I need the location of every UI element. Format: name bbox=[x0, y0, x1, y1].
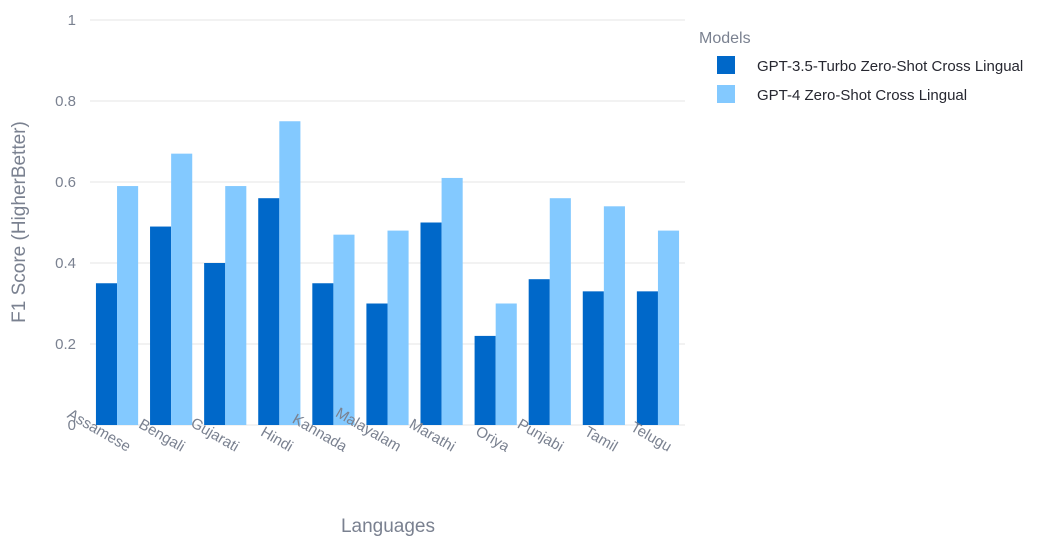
x-tick-label: Tamil bbox=[582, 423, 621, 455]
bar-series-1-tamil bbox=[603, 206, 625, 425]
bar-series-1-bengali bbox=[171, 153, 193, 425]
bar-series-0-kannada bbox=[312, 283, 334, 425]
bar-series-0-oriya bbox=[474, 335, 496, 425]
y-axis-title: F1 Score (HigherBetter) bbox=[9, 121, 30, 323]
bar-series-0-malayalam bbox=[366, 303, 388, 425]
bars bbox=[95, 121, 680, 425]
bar-series-1-assamese bbox=[117, 186, 139, 425]
y-tick-label: 0 bbox=[68, 417, 76, 434]
bar-series-1-hindi bbox=[279, 121, 301, 425]
y-axis-ticks: 0 0.2 0.4 0.6 0.8 1 bbox=[55, 12, 76, 434]
bar-series-0-telugu bbox=[636, 291, 658, 425]
bar-series-1-kannada bbox=[333, 234, 355, 425]
bar-series-1-telugu bbox=[657, 230, 680, 425]
bar-series-0-marathi bbox=[420, 222, 442, 425]
bar-series-0-tamil bbox=[582, 291, 604, 425]
legend-title: Models bbox=[699, 30, 751, 47]
y-tick-label: 0.8 bbox=[55, 93, 76, 110]
x-axis-title: Languages bbox=[341, 516, 435, 537]
bar-series-0-punjabi bbox=[528, 279, 550, 425]
bar-series-0-hindi bbox=[258, 198, 280, 425]
legend: Models GPT-3.5-Turbo Zero-Shot Cross Lin… bbox=[699, 30, 1023, 104]
y-tick-label: 0.6 bbox=[55, 174, 76, 191]
legend-label-series-0: GPT-3.5-Turbo Zero-Shot Cross Lingual bbox=[757, 58, 1023, 75]
bar-series-1-punjabi bbox=[549, 198, 571, 425]
bar-series-0-bengali bbox=[150, 226, 172, 425]
bar-series-1-oriya bbox=[495, 303, 517, 425]
bar-series-1-marathi bbox=[441, 177, 463, 425]
x-tick-label: Hindi bbox=[258, 424, 296, 456]
y-tick-label: 0.4 bbox=[55, 255, 76, 272]
legend-swatch-series-1 bbox=[717, 85, 735, 103]
bar-series-1-malayalam bbox=[387, 230, 409, 425]
x-tick-label: Oriya bbox=[473, 423, 513, 456]
legend-label-series-1: GPT-4 Zero-Shot Cross Lingual bbox=[757, 87, 967, 104]
y-tick-label: 1 bbox=[68, 12, 76, 29]
bar-series-1-gujarati bbox=[225, 186, 247, 425]
legend-swatch-series-0 bbox=[717, 56, 735, 74]
bar-series-0-gujarati bbox=[204, 263, 226, 425]
bar-series-0-assamese bbox=[95, 283, 118, 425]
y-tick-label: 0.2 bbox=[55, 336, 76, 353]
